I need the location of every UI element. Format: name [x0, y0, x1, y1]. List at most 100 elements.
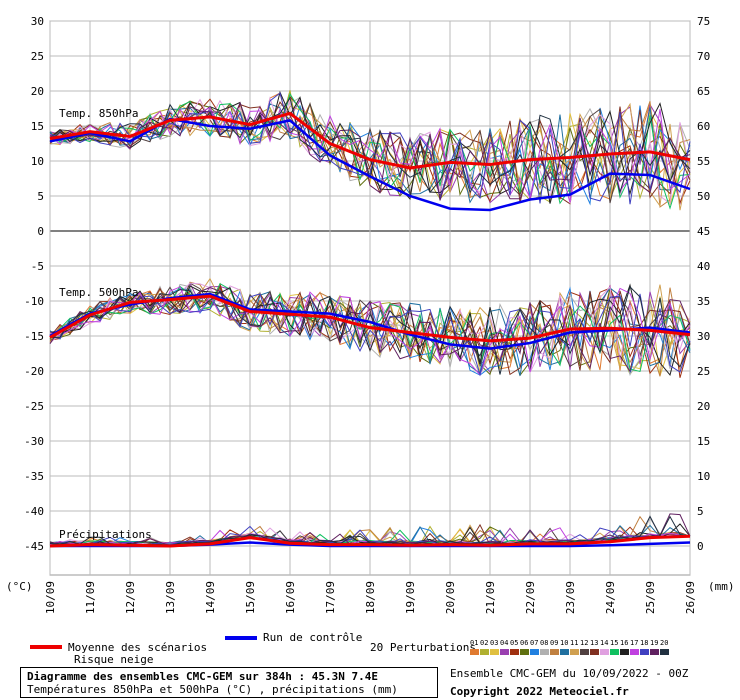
left-tick-label: -35 — [24, 470, 44, 483]
perturbation-id: 03 — [490, 639, 499, 647]
x-tick-label: 12/09 — [124, 581, 137, 614]
perturbation-swatch — [610, 649, 619, 655]
perturbation-swatch — [660, 649, 669, 655]
perturbation-id: 09 — [550, 639, 559, 647]
main-lines — [49, 111, 691, 548]
perturbation-id: 04 — [500, 639, 509, 647]
copyright: Copyright 2022 Meteociel.fr — [450, 685, 629, 698]
legend-control-label: Run de contrôle — [263, 631, 363, 644]
perturbation-swatch — [600, 649, 609, 655]
mean-line — [49, 294, 691, 343]
left-tick-label: 20 — [31, 85, 44, 98]
right-tick-label: 30 — [697, 330, 710, 343]
legend-mean-label: Moyenne des scénarios — [68, 640, 208, 654]
perturbation-line — [49, 513, 691, 546]
x-tick-label: 23/09 — [564, 581, 577, 614]
perturbation-swatch — [620, 649, 629, 655]
perturbation-ids: 01 02 03 04 05 06 07 08 09 10 11 12 13 14 15 16 17 18 19 20 — [470, 639, 670, 647]
panel-label-precip: Précipitations — [59, 528, 152, 541]
perturbation-id: 18 — [640, 639, 649, 647]
x-tick-label: 13/09 — [164, 581, 177, 614]
x-tick-label: 21/09 — [484, 581, 497, 614]
x-axis-ticks: 10/09 11/09 12/09 13/09 14/09 15/09 16/09 17/09… — [44, 581, 697, 614]
right-tick-label: 10 — [697, 470, 710, 483]
legend-snow-label: Risque neige — [74, 652, 154, 666]
perturbation-swatch — [630, 649, 639, 655]
x-tick-label: 25/09 — [644, 581, 657, 614]
perturbation-id: 15 — [610, 639, 619, 647]
left-unit-label: (°C) — [6, 580, 33, 593]
perturbation-swatch — [640, 649, 649, 655]
perturbation-swatch — [560, 649, 569, 655]
right-tick-label: 20 — [697, 400, 710, 413]
left-tick-label: 0 — [37, 225, 44, 238]
perturbation-swatch — [590, 649, 599, 655]
right-tick-label: 55 — [697, 155, 710, 168]
right-tick-label: 15 — [697, 435, 710, 448]
perturbation-swatch — [500, 649, 509, 655]
perturbations-legend: 20 Perturbations 01 02 03 04 05 06 07 08 09 10 11 1… — [370, 639, 669, 655]
info-title: Diagramme des ensembles CMC-GEM sur 384h… — [27, 670, 378, 683]
perturbation-id: 05 — [510, 639, 519, 647]
x-tick-label: 19/09 — [404, 581, 417, 614]
x-tick-label: 26/09 — [684, 581, 697, 614]
right-tick-label: 0 — [697, 540, 704, 553]
perturbation-swatch — [540, 649, 549, 655]
mean-line — [49, 111, 691, 170]
grid — [49, 20, 691, 576]
perturbation-id: 16 — [620, 639, 629, 647]
right-tick-label: 60 — [697, 120, 710, 133]
left-tick-label: -40 — [24, 505, 44, 518]
x-tick-label: 17/09 — [324, 581, 337, 614]
perturbation-line — [49, 95, 691, 205]
info-subtitle: Températures 850hPa et 500hPa (°C) , pré… — [27, 683, 398, 696]
perturbation-id: 01 — [470, 639, 479, 647]
left-tick-label: 15 — [31, 120, 44, 133]
legend-left: Moyenne des scénarios Risque neige — [30, 640, 208, 666]
perturbation-id: 20 — [660, 639, 669, 647]
legend-mean-swatch — [30, 645, 62, 649]
perturbation-swatch — [510, 649, 519, 655]
left-tick-label: 10 — [31, 155, 44, 168]
perturbation-id: 14 — [600, 639, 609, 647]
perturbation-id: 11 — [570, 639, 579, 647]
right-tick-label: 65 — [697, 85, 710, 98]
perturbation-line — [49, 282, 691, 373]
left-tick-label: -15 — [24, 330, 44, 343]
perturbation-swatch — [470, 649, 479, 655]
perturbation-swatches — [470, 649, 670, 655]
left-tick-label: -10 — [24, 295, 44, 308]
perturbation-swatch — [650, 649, 659, 655]
perturbation-swatch — [490, 649, 499, 655]
right-tick-label: 40 — [697, 260, 710, 273]
right-unit-label: (mm) — [708, 580, 735, 593]
perturbation-id: 06 — [520, 639, 529, 647]
x-tick-label: 18/09 — [364, 581, 377, 614]
left-tick-label: -20 — [24, 365, 44, 378]
mean-line — [49, 534, 691, 548]
x-tick-label: 24/09 — [604, 581, 617, 614]
panel-label-850hpa: Temp. 850hPa — [59, 107, 138, 120]
info-box: Diagramme des ensembles CMC-GEM sur 384h… — [20, 667, 438, 698]
perturbation-swatch — [520, 649, 529, 655]
left-tick-label: 25 — [31, 50, 44, 63]
right-tick-label: 35 — [697, 295, 710, 308]
legend-mean: Moyenne des scénarios — [30, 640, 208, 654]
perturbation-line — [49, 106, 691, 203]
right-tick-label: 50 — [697, 190, 710, 203]
x-tick-label: 11/09 — [84, 581, 97, 614]
legend-control: Run de contrôle — [225, 631, 362, 644]
legend-snow: Risque neige — [30, 652, 207, 666]
perturbation-id: 10 — [560, 639, 569, 647]
perturbation-swatch — [550, 649, 559, 655]
left-tick-label: -30 — [24, 435, 44, 448]
left-tick-label: -45 — [24, 540, 44, 553]
left-tick-label: -25 — [24, 400, 44, 413]
panel-label-500hpa: Temp. 500hPa — [59, 286, 138, 299]
x-tick-label: 10/09 — [44, 581, 57, 614]
perturbation-swatch — [530, 649, 539, 655]
right-tick-label: 5 — [697, 505, 704, 518]
x-tick-label: 22/09 — [524, 581, 537, 614]
x-tick-label: 14/09 — [204, 581, 217, 614]
